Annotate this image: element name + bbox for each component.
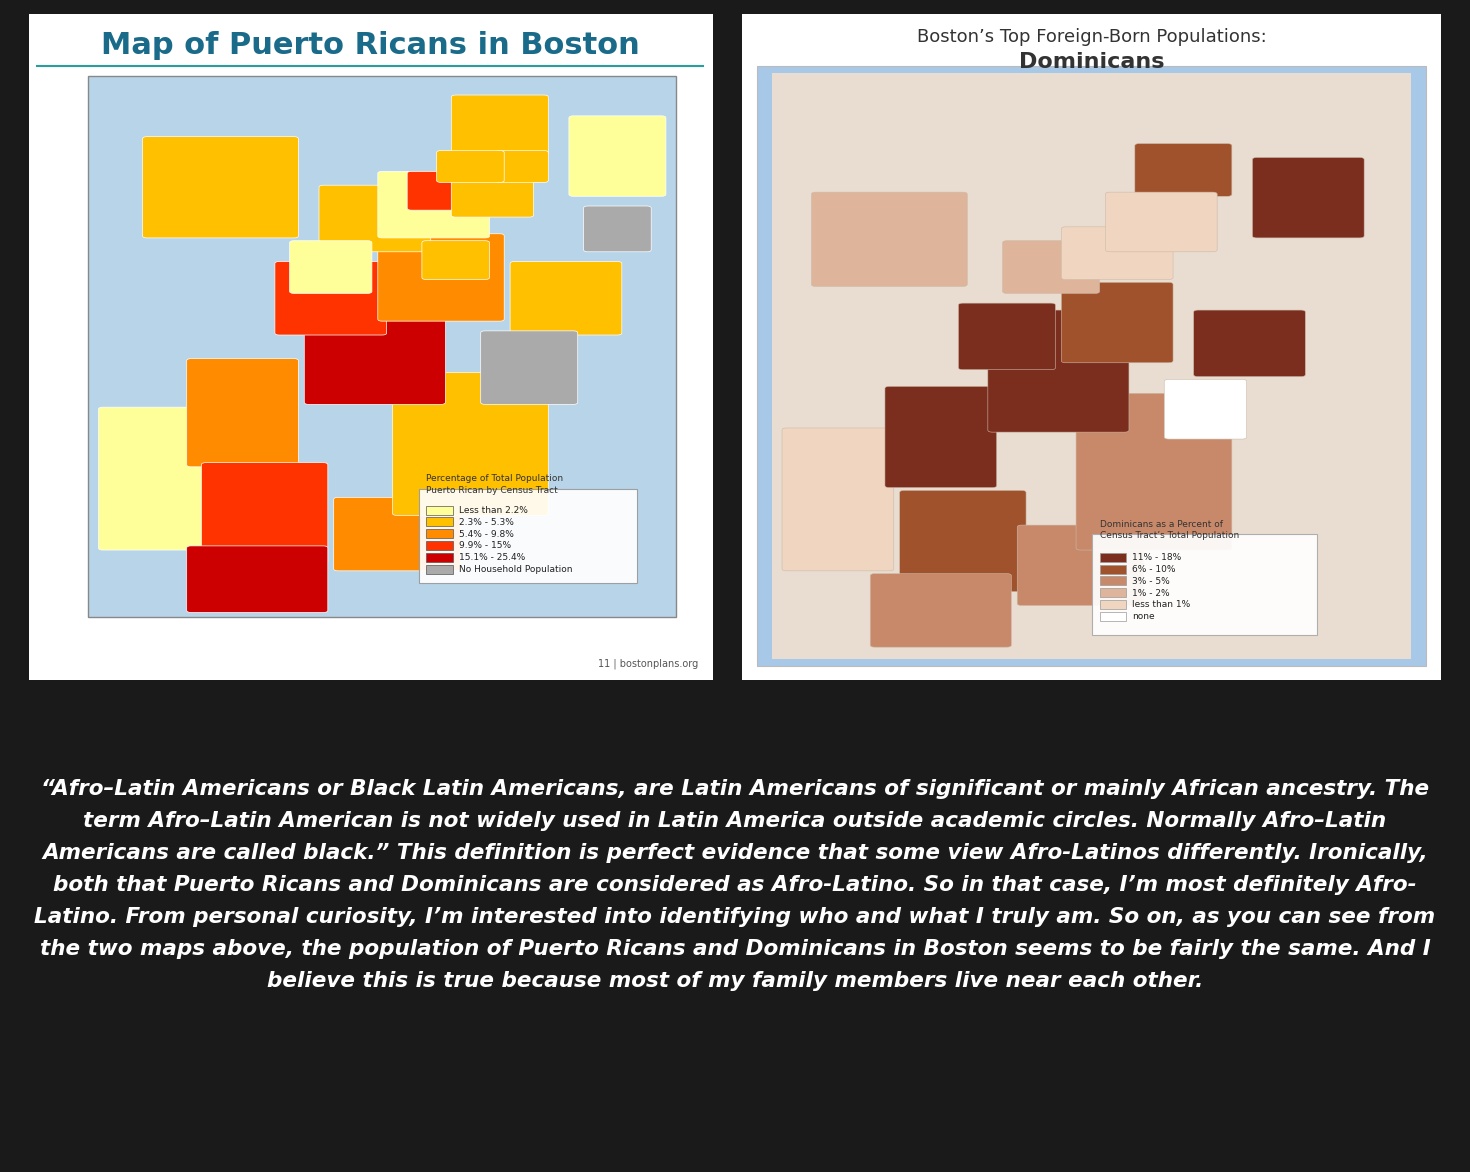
- Text: less than 1%: less than 1%: [1132, 600, 1191, 609]
- Text: No Household Population: No Household Population: [459, 565, 572, 574]
- FancyBboxPatch shape: [495, 150, 548, 183]
- FancyBboxPatch shape: [437, 150, 504, 183]
- FancyBboxPatch shape: [782, 428, 894, 571]
- FancyBboxPatch shape: [426, 505, 453, 515]
- FancyBboxPatch shape: [1061, 227, 1173, 280]
- FancyBboxPatch shape: [1061, 282, 1173, 363]
- FancyBboxPatch shape: [1003, 240, 1100, 293]
- FancyBboxPatch shape: [275, 261, 387, 335]
- FancyBboxPatch shape: [426, 530, 453, 538]
- FancyBboxPatch shape: [1194, 311, 1305, 376]
- FancyBboxPatch shape: [1164, 380, 1247, 440]
- FancyBboxPatch shape: [378, 171, 490, 238]
- Text: Percentage of Total Population
Puerto Rican by Census Tract: Percentage of Total Population Puerto Ri…: [426, 475, 563, 495]
- Text: 9.9% - 15%: 9.9% - 15%: [459, 541, 510, 551]
- FancyBboxPatch shape: [451, 171, 534, 217]
- FancyBboxPatch shape: [426, 541, 453, 550]
- FancyBboxPatch shape: [143, 137, 298, 238]
- FancyBboxPatch shape: [1017, 525, 1144, 606]
- FancyBboxPatch shape: [584, 206, 651, 252]
- Text: Dominicans as a Percent of
Census Tract’s Total Population: Dominicans as a Percent of Census Tract’…: [1100, 519, 1239, 539]
- Text: none: none: [1132, 612, 1154, 621]
- FancyBboxPatch shape: [885, 387, 997, 488]
- Text: 6% - 10%: 6% - 10%: [1132, 565, 1176, 574]
- FancyBboxPatch shape: [742, 14, 1441, 680]
- FancyBboxPatch shape: [1135, 144, 1232, 196]
- FancyBboxPatch shape: [1100, 612, 1126, 621]
- FancyBboxPatch shape: [290, 240, 372, 293]
- FancyBboxPatch shape: [1100, 588, 1126, 598]
- FancyBboxPatch shape: [201, 463, 328, 564]
- Text: Map of Puerto Ricans in Boston: Map of Puerto Ricans in Boston: [101, 32, 639, 60]
- Text: Less than 2.2%: Less than 2.2%: [459, 506, 528, 515]
- FancyBboxPatch shape: [1100, 565, 1126, 573]
- Text: 2.3% - 5.3%: 2.3% - 5.3%: [459, 518, 513, 526]
- FancyBboxPatch shape: [334, 497, 460, 571]
- FancyBboxPatch shape: [900, 490, 1026, 592]
- FancyBboxPatch shape: [88, 76, 676, 618]
- FancyBboxPatch shape: [1252, 157, 1364, 238]
- FancyBboxPatch shape: [451, 95, 548, 155]
- FancyBboxPatch shape: [1100, 577, 1126, 586]
- Text: 5.4% - 9.8%: 5.4% - 9.8%: [459, 530, 513, 539]
- FancyBboxPatch shape: [481, 331, 578, 404]
- Text: 11% - 18%: 11% - 18%: [1132, 553, 1182, 563]
- Text: 1% - 2%: 1% - 2%: [1132, 588, 1170, 598]
- FancyBboxPatch shape: [304, 282, 445, 404]
- FancyBboxPatch shape: [378, 233, 504, 321]
- Text: Boston’s Top Foreign-Born Populations:: Boston’s Top Foreign-Born Populations:: [917, 28, 1267, 46]
- FancyBboxPatch shape: [422, 240, 490, 280]
- FancyBboxPatch shape: [1092, 534, 1317, 635]
- FancyBboxPatch shape: [1100, 553, 1126, 561]
- Text: 11 | bostonplans.org: 11 | bostonplans.org: [598, 659, 698, 669]
- FancyBboxPatch shape: [426, 553, 453, 561]
- FancyBboxPatch shape: [988, 311, 1129, 432]
- FancyBboxPatch shape: [426, 518, 453, 526]
- Text: Dominicans: Dominicans: [1020, 52, 1164, 71]
- FancyBboxPatch shape: [569, 116, 666, 196]
- FancyBboxPatch shape: [1105, 192, 1217, 252]
- FancyBboxPatch shape: [29, 14, 713, 680]
- FancyBboxPatch shape: [958, 304, 1055, 369]
- FancyBboxPatch shape: [811, 192, 967, 286]
- FancyBboxPatch shape: [426, 565, 453, 573]
- Text: 15.1% - 25.4%: 15.1% - 25.4%: [459, 553, 525, 563]
- Text: 3% - 5%: 3% - 5%: [1132, 577, 1170, 586]
- FancyBboxPatch shape: [392, 373, 548, 516]
- FancyBboxPatch shape: [98, 407, 210, 550]
- FancyBboxPatch shape: [757, 66, 1426, 666]
- FancyBboxPatch shape: [870, 573, 1011, 647]
- FancyBboxPatch shape: [319, 185, 431, 252]
- FancyBboxPatch shape: [187, 359, 298, 466]
- FancyBboxPatch shape: [510, 261, 622, 335]
- FancyBboxPatch shape: [187, 546, 328, 613]
- FancyBboxPatch shape: [772, 73, 1411, 659]
- FancyBboxPatch shape: [419, 489, 637, 582]
- FancyBboxPatch shape: [407, 171, 475, 210]
- Text: “Afro–Latin Americans or Black Latin Americans, are Latin Americans of significa: “Afro–Latin Americans or Black Latin Ame…: [34, 779, 1436, 992]
- FancyBboxPatch shape: [1076, 394, 1232, 550]
- FancyBboxPatch shape: [1100, 600, 1126, 609]
